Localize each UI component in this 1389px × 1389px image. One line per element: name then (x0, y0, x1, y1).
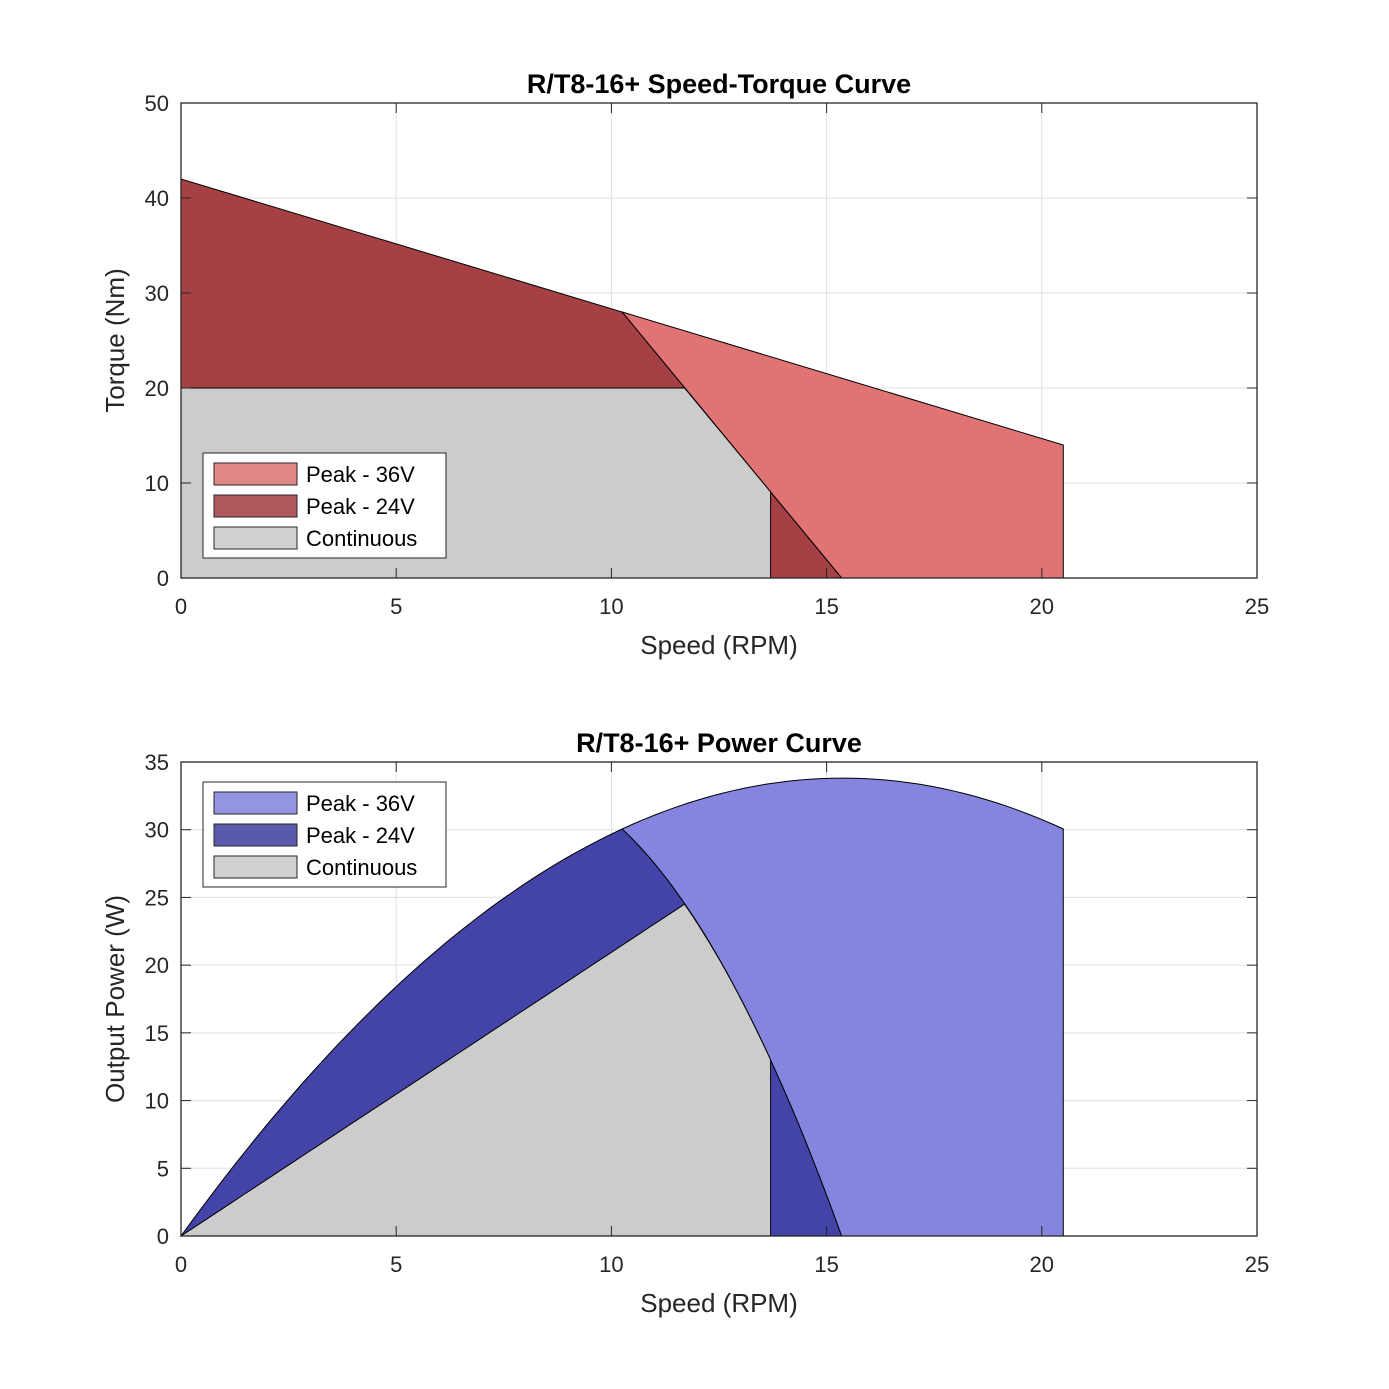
y-axis-label: Torque (Nm) (100, 268, 130, 412)
x-axis-label: Speed (RPM) (640, 1288, 798, 1318)
legend-label: Peak - 36V (306, 791, 415, 816)
legend-swatch (213, 791, 298, 815)
x-tick-label: 10 (599, 594, 623, 619)
y-tick-label: 10 (145, 1089, 169, 1114)
y-tick-label: 25 (145, 885, 169, 910)
x-tick-label: 15 (814, 1252, 838, 1277)
chart-title: R/T8-16+ Power Curve (576, 728, 862, 758)
x-tick-label: 0 (175, 594, 187, 619)
y-tick-label: 0 (157, 566, 169, 591)
x-tick-label: 5 (390, 1252, 402, 1277)
legend: Peak - 36V Peak - 24V Continuous (202, 452, 447, 559)
legend-swatch (213, 823, 298, 847)
y-tick-label: 30 (145, 818, 169, 843)
x-tick-label: 25 (1245, 1252, 1269, 1277)
x-tick-label: 25 (1245, 594, 1269, 619)
legend-swatch (213, 462, 298, 486)
power-chart: 0 5 10 15 20 25 0 5 10 15 20 25 30 35 R/T8-16+ Power C… (100, 728, 1269, 1318)
axes-box (180, 761, 1258, 1237)
x-tick-label: 5 (390, 594, 402, 619)
y-tick-label: 40 (145, 186, 169, 211)
x-axis-label: Speed (RPM) (640, 630, 798, 660)
legend-label: Peak - 36V (306, 462, 415, 487)
legend-label: Peak - 24V (306, 494, 415, 519)
y-tick-label: 5 (157, 1156, 169, 1181)
y-tick-label: 10 (145, 471, 169, 496)
legend: Peak - 36V Peak - 24V Continuous (202, 781, 447, 888)
legend-swatch (213, 526, 298, 550)
x-tick-label: 20 (1030, 1252, 1054, 1277)
speed-torque-chart: 0 5 10 15 20 25 0 10 20 30 40 50 R/T8-16+ Speed-Torq… (100, 69, 1269, 660)
y-tick-label: 30 (145, 281, 169, 306)
legend-swatch (213, 494, 298, 518)
legend-label: Continuous (306, 855, 417, 880)
y-tick-label: 15 (145, 1021, 169, 1046)
axes-box (180, 102, 1258, 579)
y-tick-label: 0 (157, 1224, 169, 1249)
y-tick-label: 50 (145, 91, 169, 116)
y-tick-label: 20 (145, 953, 169, 978)
legend-label: Peak - 24V (306, 823, 415, 848)
x-tick-label: 0 (175, 1252, 187, 1277)
x-tick-label: 15 (814, 594, 838, 619)
x-tick-label: 20 (1030, 594, 1054, 619)
x-tick-label: 10 (599, 1252, 623, 1277)
y-axis-label: Output Power (W) (100, 895, 130, 1103)
chart-title: R/T8-16+ Speed-Torque Curve (527, 69, 911, 99)
legend-swatch (213, 855, 298, 879)
y-tick-label: 35 (145, 750, 169, 775)
legend-label: Continuous (306, 526, 417, 551)
y-tick-label: 20 (145, 376, 169, 401)
